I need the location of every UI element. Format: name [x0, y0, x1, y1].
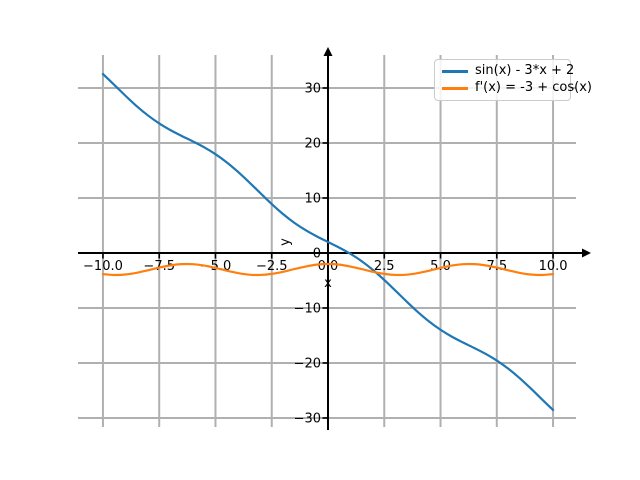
series-line-0	[101, 72, 555, 412]
x-tick-label: 10.0	[539, 259, 568, 274]
x-tick-label: −10.0	[83, 259, 123, 274]
legend-label: sin(x) - 3*x + 2	[475, 63, 575, 78]
y-tick-label: 20	[304, 136, 321, 151]
x-axis-arrow	[582, 248, 591, 258]
legend-entry: sin(x) - 3*x + 2	[442, 64, 574, 78]
x-tick-label: −2.5	[256, 259, 288, 274]
x-tick-label: 2.5	[374, 259, 395, 274]
legend-label: f'(x) = -3 + cos(x)	[475, 80, 592, 95]
legend-line-sample	[442, 86, 468, 90]
series-line-1	[101, 262, 555, 277]
y-tick-label: 30	[304, 81, 321, 96]
tick-marks	[102, 87, 554, 419]
x-tick-label: 0.0	[318, 259, 339, 274]
y-axis-arrow	[323, 47, 333, 56]
y-tick-label: −30	[294, 411, 321, 426]
y-tick-label: −10	[294, 301, 321, 316]
y-tick-label: 0	[313, 246, 321, 261]
y-axis-label: y	[278, 238, 293, 246]
legend-entry: f'(x) = -3 + cos(x)	[442, 81, 592, 95]
legend-line-sample	[442, 69, 468, 73]
y-tick-label: 10	[304, 191, 321, 206]
y-tick-label: −20	[294, 356, 321, 371]
x-axis-label: x	[324, 276, 332, 291]
legend: sin(x) - 3*x + 2 f'(x) = -3 + cos(x)	[434, 59, 592, 101]
